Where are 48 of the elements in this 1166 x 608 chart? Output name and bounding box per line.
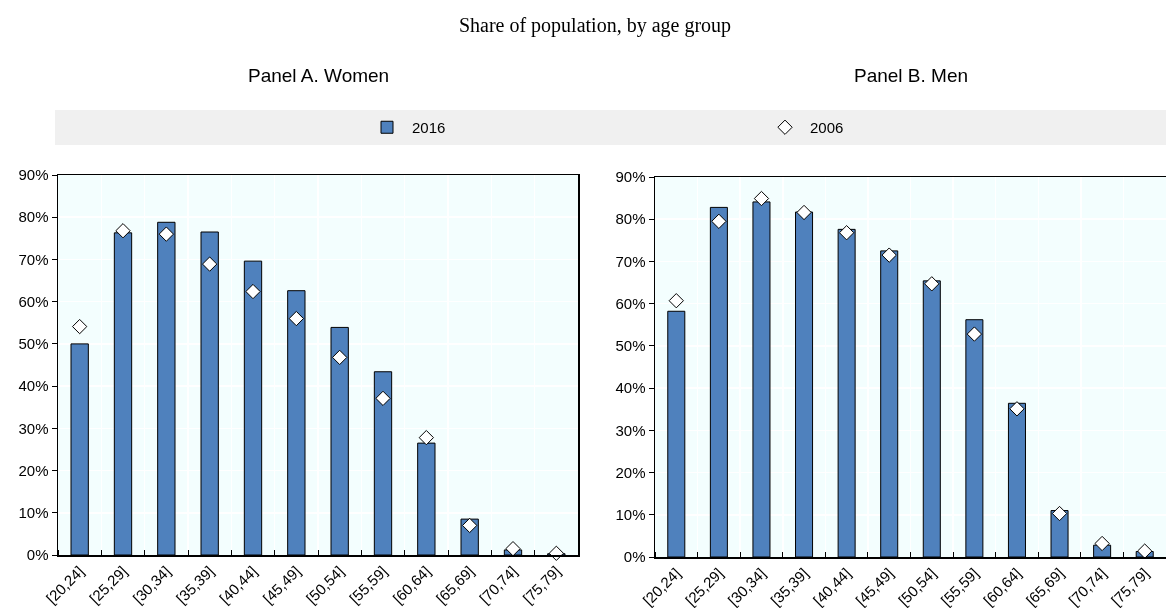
- point: [418, 429, 434, 446]
- y-tick-label: 60%: [615, 294, 646, 312]
- y-tick-label: 20%: [18, 461, 49, 479]
- point: [375, 390, 391, 407]
- point: [158, 226, 174, 242]
- y-tick-label: 0%: [26, 546, 49, 564]
- y-tick-label: 40%: [18, 377, 49, 395]
- point: [796, 204, 812, 221]
- y-tick-label: 50%: [615, 337, 646, 355]
- y-tick-label: 50%: [18, 335, 49, 353]
- point: [1094, 535, 1110, 552]
- chart-title: Share of population, by age group: [458, 14, 732, 37]
- point: [72, 318, 88, 335]
- point: [505, 541, 521, 557]
- y-tick-label: 10%: [615, 506, 646, 524]
- y-tick-label: 40%: [615, 379, 646, 397]
- y-tick-label: 30%: [615, 421, 646, 439]
- y-tick-label: 60%: [18, 292, 49, 310]
- y-tick-label: 30%: [18, 419, 49, 437]
- legend-label: 2006: [810, 119, 844, 137]
- y-tick-label: 90%: [18, 166, 49, 184]
- point: [924, 276, 940, 292]
- point: [668, 293, 684, 309]
- y-tick-label: 80%: [615, 210, 646, 228]
- y-tick-label: 70%: [18, 250, 49, 268]
- point: [202, 256, 218, 272]
- chart-subtitle: Panel B. Men: [854, 65, 969, 86]
- y-tick-label: 10%: [18, 504, 49, 522]
- point: [838, 225, 855, 241]
- point: [1137, 543, 1153, 559]
- point: [753, 190, 770, 207]
- y-tick-label: 0%: [623, 548, 646, 566]
- y-tick-label: 80%: [18, 208, 49, 226]
- point: [245, 283, 261, 300]
- point: [115, 223, 131, 239]
- y-tick-label: 90%: [615, 168, 646, 186]
- y-tick-label: 20%: [615, 463, 646, 481]
- y-tick-label: 70%: [615, 252, 646, 270]
- point: [1009, 401, 1025, 417]
- point: [966, 326, 983, 342]
- point: [288, 310, 304, 327]
- point: [711, 213, 727, 229]
- chart-subtitle: Panel A. Women: [248, 65, 390, 86]
- point: [332, 349, 348, 366]
- legend-label: 2016: [412, 119, 446, 137]
- point: [462, 517, 478, 534]
- point: [881, 247, 897, 263]
- point: [1051, 505, 1068, 522]
